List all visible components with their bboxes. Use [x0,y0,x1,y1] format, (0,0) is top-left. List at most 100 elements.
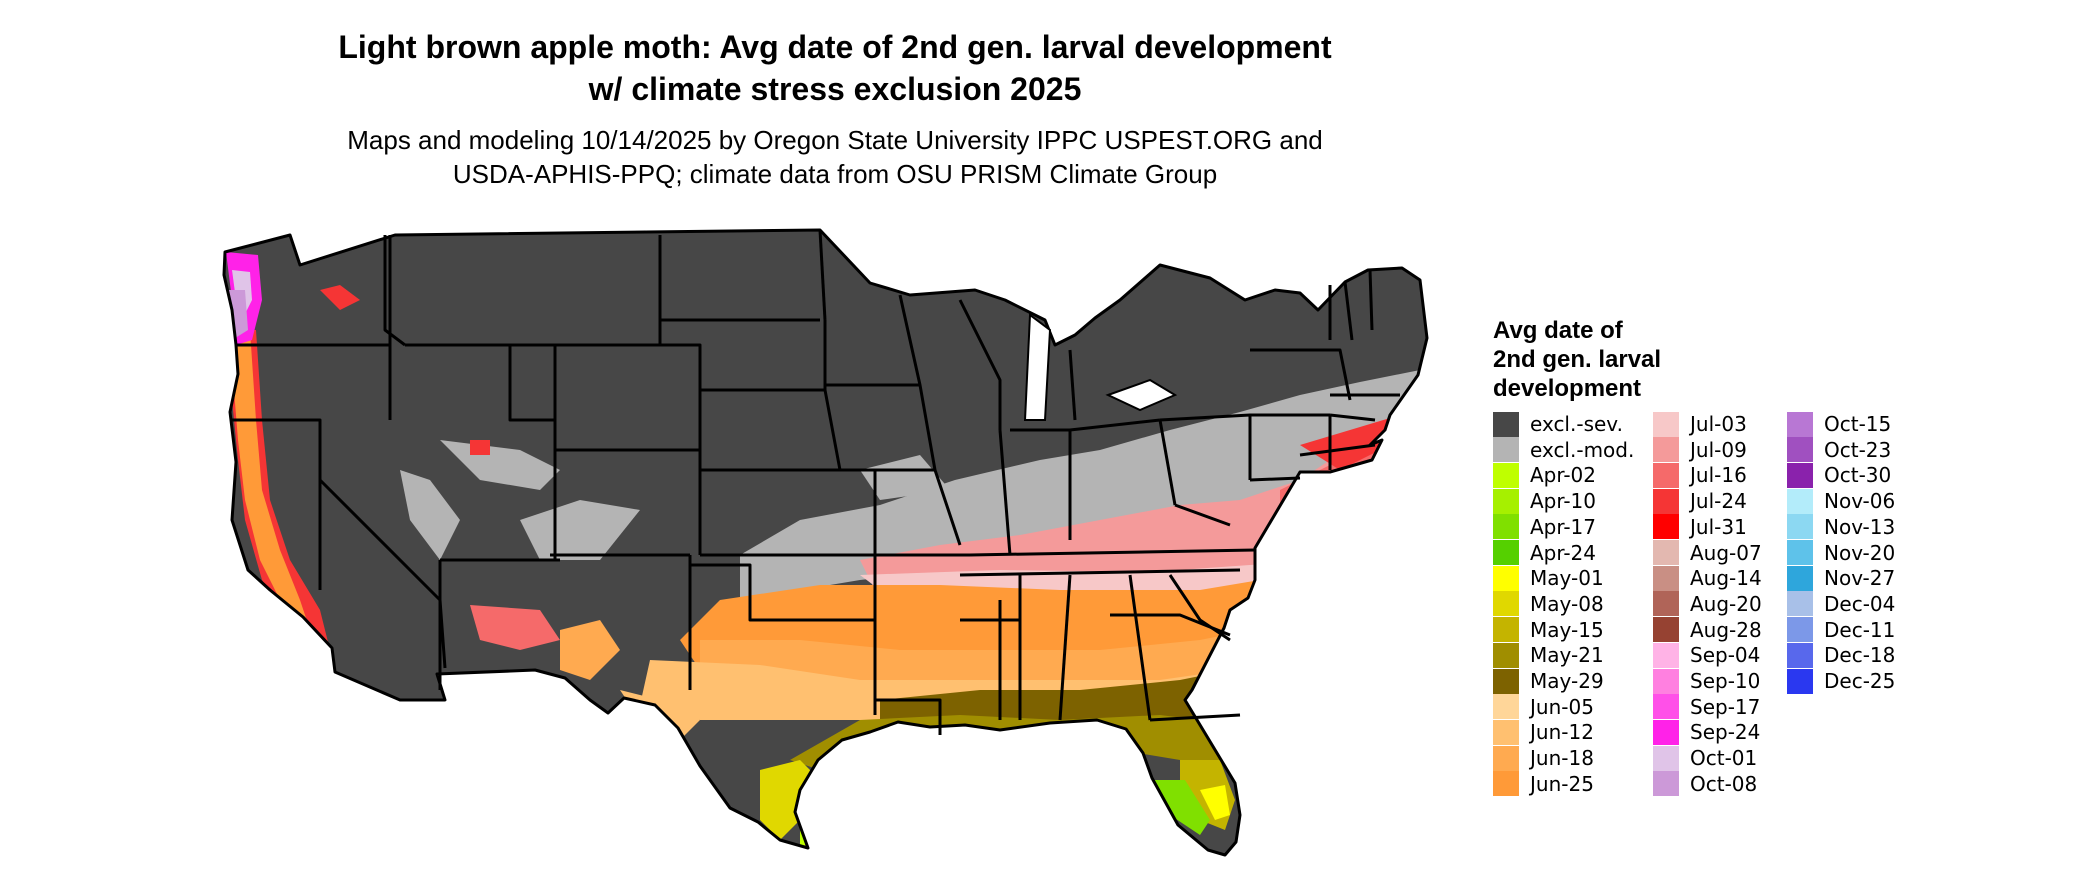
legend-item: Aug-28 [1653,617,1762,643]
legend-label: May-01 [1530,566,1604,591]
legend-item: Apr-10 [1493,488,1596,514]
legend-item: Jul-16 [1653,462,1747,488]
legend-label: Nov-06 [1824,489,1896,514]
legend-swatch [1653,411,1679,437]
legend-item: excl.-mod. [1493,437,1634,463]
legend-item: Nov-13 [1787,514,1895,540]
legend-title-line1: Avg date of [1493,317,1623,344]
legend-label: Sep-24 [1690,720,1761,745]
us-map [222,228,1429,857]
legend-label: Aug-20 [1690,591,1762,616]
legend-label: Dec-18 [1824,643,1896,668]
legend-item: May-01 [1493,565,1604,591]
legend-label: excl.-sev. [1530,412,1623,436]
legend-label: Jul-09 [1690,437,1747,462]
legend-swatch [1787,617,1813,643]
legend-swatch [1653,565,1679,591]
legend-item: Jun-25 [1493,771,1594,797]
legend-item: Dec-25 [1787,668,1895,694]
legend-label: Nov-20 [1824,540,1896,565]
legend-swatch [1787,540,1813,565]
legend-label: Apr-10 [1530,489,1596,514]
legend-label: Jun-18 [1530,746,1594,771]
legend-title-line3: development [1493,375,1642,402]
legend-swatch [1493,771,1519,797]
legend-item: Aug-14 [1653,565,1762,591]
legend-item: Apr-17 [1493,514,1596,540]
map-subtitle-line1: Maps and modeling 10/14/2025 by Oregon S… [347,125,1323,155]
legend-item: Jul-31 [1653,514,1747,540]
legend-item: Nov-27 [1787,565,1895,591]
legend-label: Apr-17 [1530,514,1596,539]
legend-label: May-08 [1530,591,1604,616]
legend-swatch [1493,411,1519,437]
legend-label: Apr-02 [1530,463,1596,488]
legend-label: Jun-12 [1530,720,1594,745]
legend-label: Dec-25 [1824,669,1896,693]
legend-swatch [1493,694,1519,720]
legend-item: Jul-24 [1653,488,1747,514]
legend-swatch [1787,642,1813,668]
legend-swatch [1493,488,1519,514]
legend-swatch [1653,745,1679,771]
legend-label: Dec-11 [1824,617,1896,642]
legend-title: Avg date of 2nd gen. larval development [1493,316,1713,403]
legend-swatch [1787,668,1813,694]
legend-label: Jun-05 [1530,694,1594,719]
legend-item: Oct-01 [1653,745,1757,771]
legend-item: May-29 [1493,668,1604,694]
legend-label: Aug-28 [1690,617,1762,642]
legend-swatch [1493,642,1519,668]
legend-swatch [1653,514,1679,540]
legend-swatch [1787,411,1813,437]
legend-item: Aug-20 [1653,591,1762,617]
legend-swatch [1493,617,1519,643]
legend-swatch [1787,437,1813,463]
legend-item: Dec-18 [1787,642,1895,668]
legend-label: Jul-03 [1690,412,1747,436]
legend-swatch [1653,694,1679,720]
legend-item: Sep-24 [1653,719,1760,745]
legend-label: Dec-04 [1824,591,1896,616]
legend-swatch [1787,565,1813,591]
map-title-line1: Light brown apple moth: Avg date of 2nd … [338,29,1332,65]
legend-item: Jul-03 [1653,411,1747,437]
map-subtitle-line2: USDA-APHIS-PPQ; climate data from OSU PR… [452,159,1218,189]
legend-label: May-21 [1530,643,1604,668]
legend-swatch [1653,771,1679,797]
legend-label: Oct-01 [1690,746,1758,771]
legend-item: Sep-10 [1653,668,1760,694]
legend-swatch [1653,642,1679,668]
legend-swatch [1493,540,1519,565]
legend-swatch [1493,668,1519,694]
legend-swatch [1493,514,1519,540]
legend-label: Sep-17 [1690,694,1761,719]
legend-label: Oct-30 [1824,463,1892,488]
legend-swatch [1653,668,1679,694]
legend-item: May-21 [1493,642,1604,668]
legend-item: Jun-05 [1493,694,1594,720]
legend-label: Apr-24 [1530,540,1596,565]
legend-item: Jun-12 [1493,719,1594,745]
legend-label: Oct-23 [1824,437,1892,462]
legend-swatch [1493,745,1519,771]
legend-swatch [1653,462,1679,488]
legend-label: Jul-31 [1690,514,1747,539]
legend-label: excl.-mod. [1530,437,1635,462]
legend-item: May-15 [1493,617,1604,643]
legend-item: Oct-30 [1787,462,1891,488]
legend-item: Oct-08 [1653,771,1757,797]
legend-item: Sep-04 [1653,642,1760,668]
legend-swatch [1653,437,1679,463]
legend-item: Nov-06 [1787,488,1895,514]
legend-swatch [1787,514,1813,540]
legend-label: Sep-04 [1690,643,1761,668]
map-title-line2: w/ climate stress exclusion 2025 [588,71,1082,107]
legend-swatch [1653,540,1679,565]
legend-label: Aug-14 [1690,566,1762,591]
legend-label: Sep-10 [1690,669,1761,693]
legend-swatch [1653,617,1679,643]
legend-item: Apr-02 [1493,462,1596,488]
legend-swatch [1493,437,1519,463]
legend-label: May-15 [1530,617,1604,642]
